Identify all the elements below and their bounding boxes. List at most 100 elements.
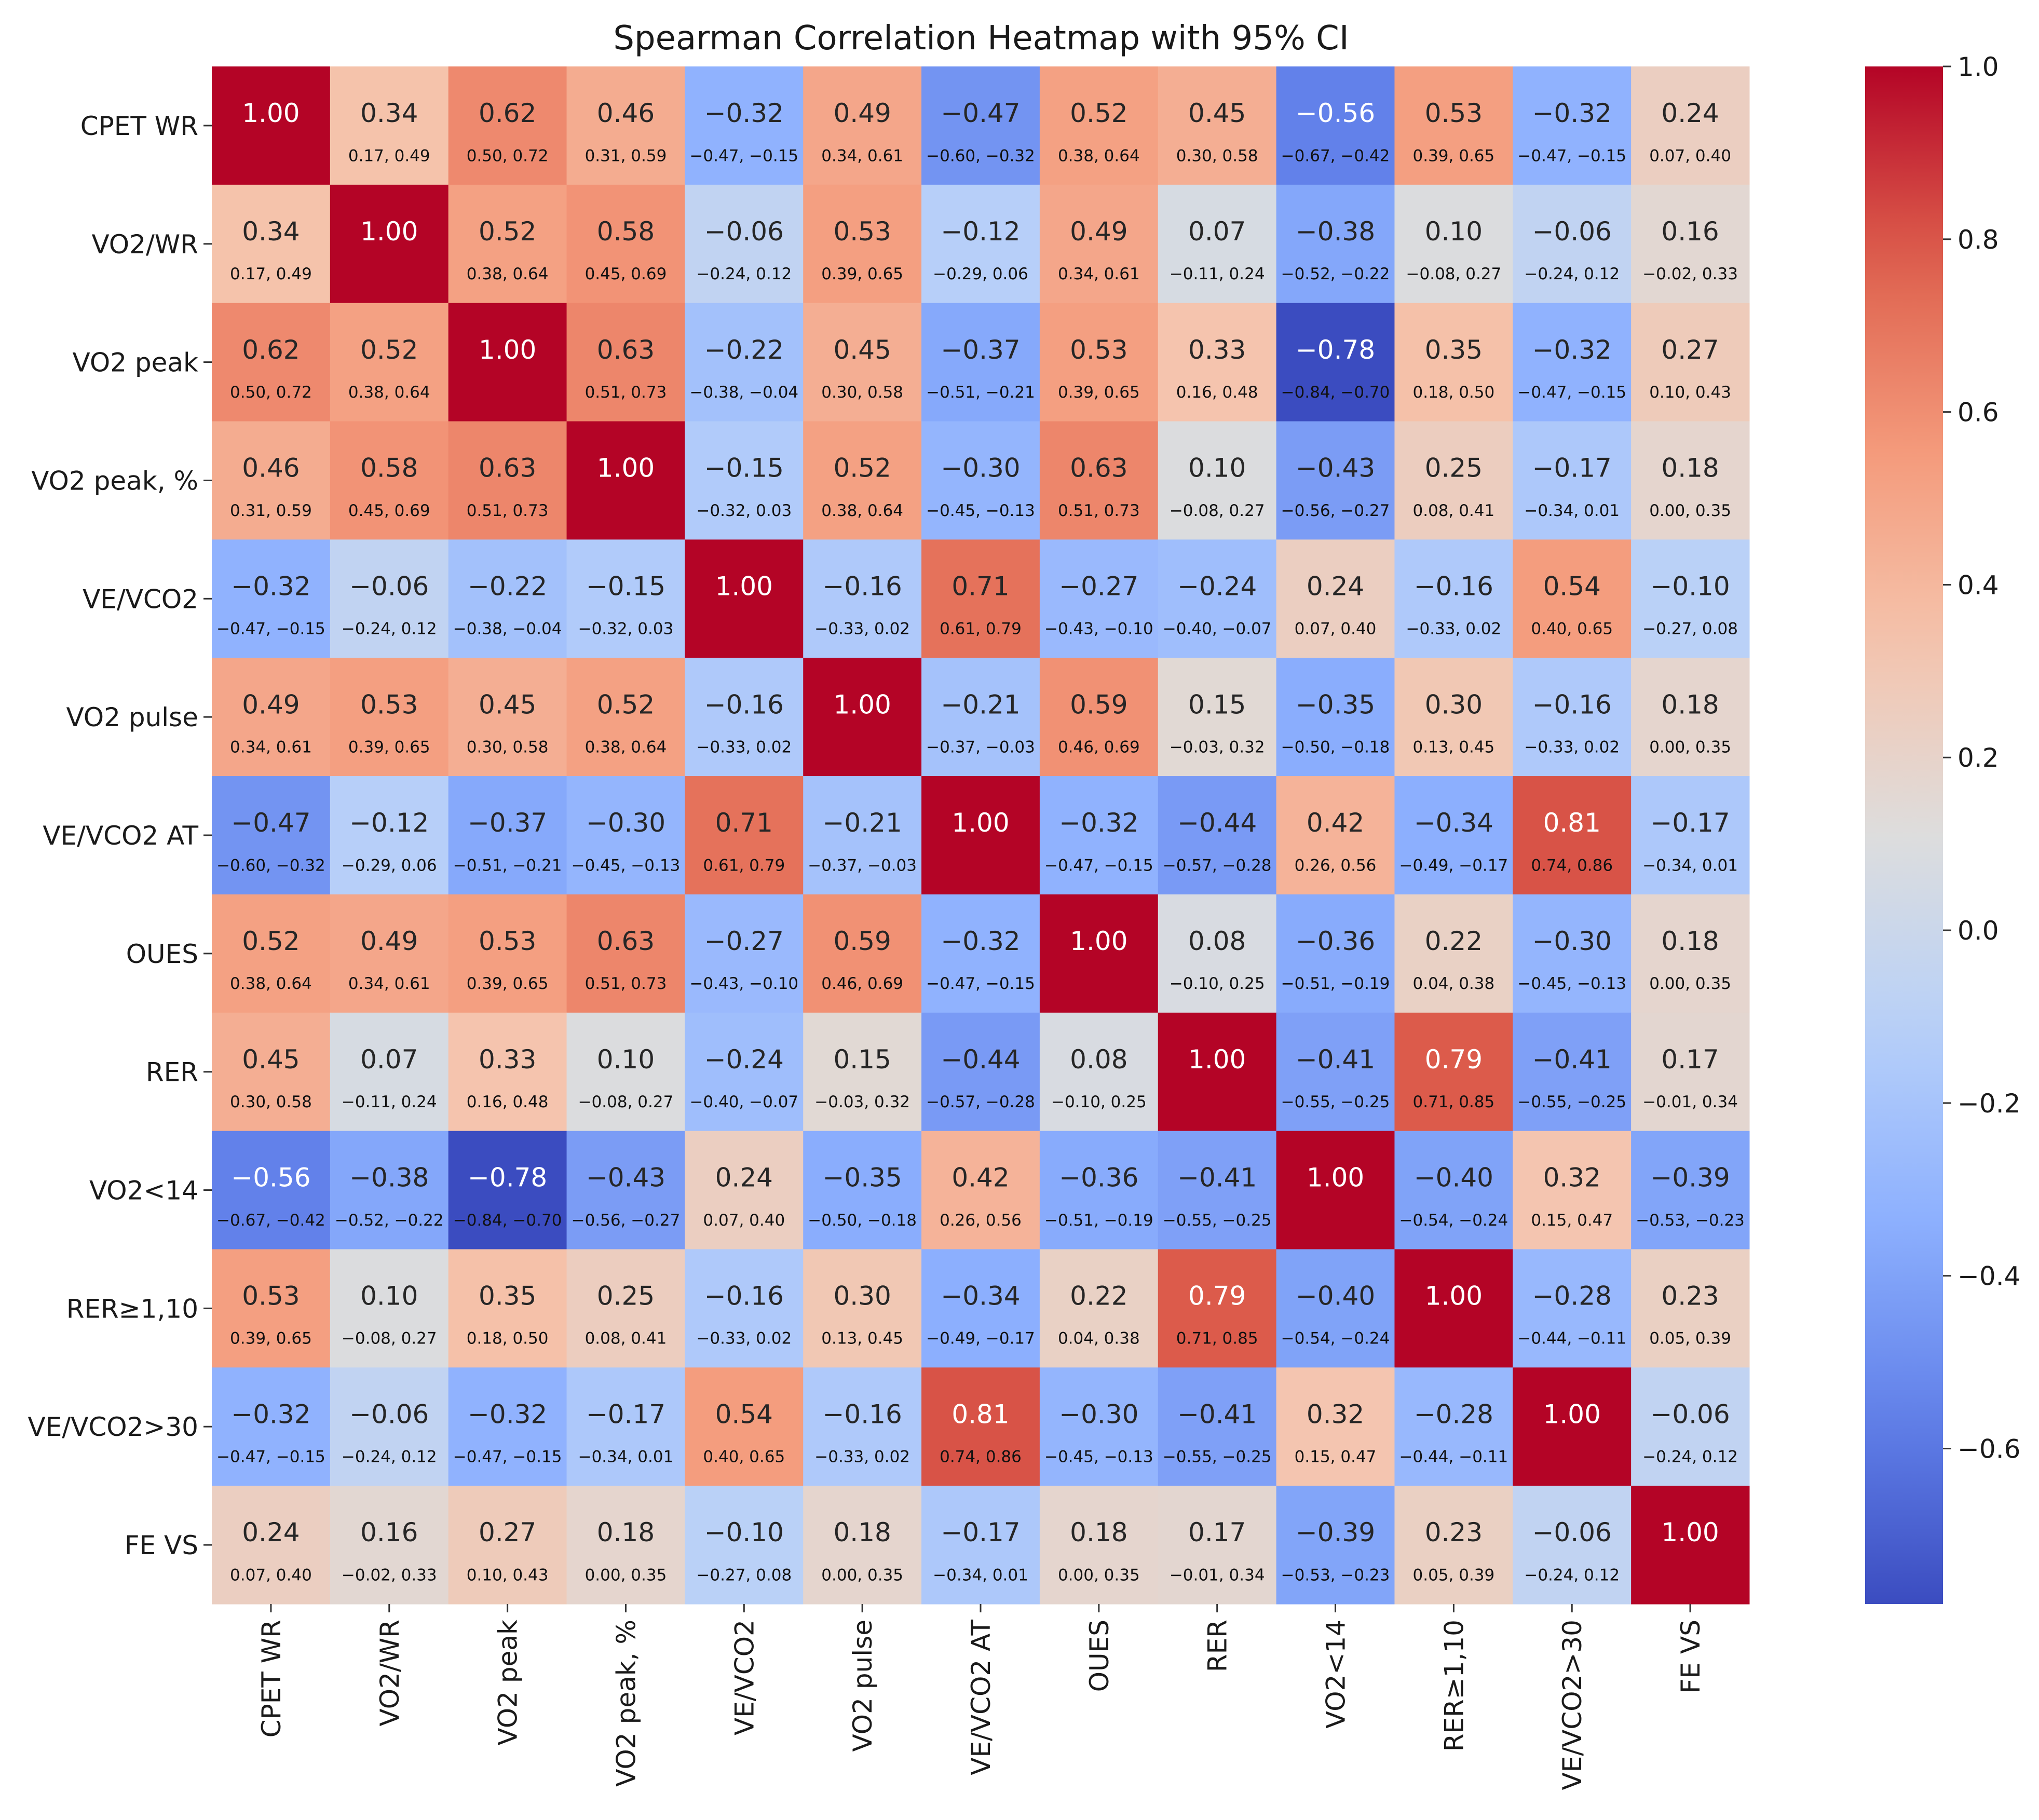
cell-value-label: 0.71 [951,571,1009,601]
cell-ci-label: −0.47, −0.15 [453,1448,562,1466]
cell-value-label: −0.28 [1532,1281,1612,1311]
cell-ci-label: −0.32, 0.03 [696,501,792,520]
cell-value-label: 1.00 [1425,1281,1483,1311]
heatmap-cell [685,1131,804,1249]
heatmap-cell [921,1367,1040,1486]
cell-value-label: 0.49 [1070,216,1127,247]
cell-ci-label: 0.39, 0.65 [467,974,549,993]
cell-ci-label: −0.08, 0.27 [578,1093,674,1111]
cell-value-label: −0.28 [1414,1399,1493,1429]
cell-value-label: 0.18 [1661,453,1719,483]
cell-value-label: −0.44 [941,1044,1020,1075]
cell-value-label: 0.27 [479,1517,536,1547]
cell-value-label: −0.16 [1414,571,1493,601]
heatmap-cell [212,66,331,185]
cell-value-label: −0.10 [1650,571,1730,601]
cell-value-label: −0.16 [704,1281,784,1311]
cell-value-label: 0.52 [1070,98,1127,128]
cell-ci-label: −0.38, −0.04 [453,620,562,639]
cell-value-label: −0.35 [1296,689,1375,719]
cell-value-label: 0.53 [1070,335,1127,365]
heatmap-cell [212,658,331,777]
heatmap-cell [1394,1367,1513,1486]
heatmap-cell [448,1012,567,1132]
heatmap-cell [1631,1131,1750,1249]
heatmap-cell [212,1367,331,1486]
heatmap-cell [1394,658,1513,777]
heatmap-cell [1394,184,1513,304]
cell-value-label: −0.17 [1650,808,1730,838]
cell-value-label: −0.39 [1296,1517,1375,1547]
heatmap-cell [1276,303,1395,422]
heatmap-cell [448,184,567,304]
cell-value-label: −0.17 [1532,453,1612,483]
heatmap-cell [921,539,1040,658]
cell-value-label: 0.15 [833,1044,891,1075]
cell-value-label: −0.43 [586,1163,665,1193]
heatmap-cell [1513,421,1632,540]
cell-ci-label: −0.67, −0.42 [1281,146,1390,165]
cell-ci-label: −0.47, −0.15 [926,974,1035,993]
heatmap-cell [1631,1012,1750,1132]
heatmap-cell [566,1131,685,1249]
heatmap-cell [330,658,449,777]
cell-ci-label: 0.51, 0.73 [467,501,549,520]
row-labels: CPET WR VO2/WR VO2 peak VO2 peak, % VE/VCO2 V… [28,111,212,1560]
heatmap-cell [330,1012,449,1132]
cell-ci-label: 0.26, 0.56 [1295,856,1377,875]
cell-value-label: −0.06 [1650,1399,1730,1429]
cell-value-label: 1.00 [479,335,536,365]
heatmap-cell [1039,776,1159,895]
cell-value-label: −0.32 [231,1399,310,1429]
heatmap-cell [212,1131,331,1249]
cell-ci-label: −0.52, −0.22 [335,1211,444,1230]
cell-value-label: −0.44 [1177,808,1257,838]
heatmap-cell [448,539,567,658]
cell-value-label: −0.16 [823,571,902,601]
cell-ci-label: −0.37, −0.03 [808,856,917,875]
cell-value-label: 0.30 [1425,689,1483,719]
cell-value-label: −0.38 [349,1163,429,1193]
cell-ci-label: 0.38, 0.64 [1058,146,1140,165]
cell-value-label: −0.12 [349,808,429,838]
cell-value-label: 0.18 [1070,1517,1127,1547]
heatmap-cell [448,66,567,185]
cell-ci-label: −0.34, 0.01 [1524,501,1620,520]
cell-ci-label: 0.39, 0.65 [821,265,903,283]
cell-value-label: −0.12 [941,216,1020,247]
heatmap-cell [566,1367,685,1486]
cell-value-label: −0.06 [1532,216,1612,247]
cell-ci-label: 0.00, 0.35 [585,1566,667,1584]
cell-ci-label: −0.24, 0.12 [342,1448,437,1466]
cell-value-label: 0.24 [1307,571,1364,601]
cell-ci-label: −0.45, −0.13 [926,501,1035,520]
cell-value-label: 1.00 [1307,1163,1364,1193]
heatmap-cell [330,1131,449,1249]
heatmap-cell [803,1249,922,1368]
heatmap-cell [921,66,1040,185]
cell-ci-label: 0.00, 0.35 [821,1566,903,1584]
cell-value-label: −0.17 [941,1517,1020,1547]
cell-ci-label: 0.10, 0.43 [467,1566,549,1584]
cell-ci-label: −0.33, 0.02 [696,738,792,757]
y-tick-label: VO2/WR [91,229,198,260]
cell-ci-label: −0.67, −0.42 [216,1211,325,1230]
cell-value-label: 0.18 [1661,926,1719,956]
colorbar-tick-label: −0.6 [1958,1434,2020,1464]
cell-ci-label: 0.39, 0.65 [1413,146,1495,165]
heatmap-cell [1039,1367,1159,1486]
cell-ci-label: −0.11, 0.24 [1170,265,1265,283]
x-tick-label: VO2 pulse [848,1620,878,1752]
x-tick-label: VO2 peak, % [611,1620,641,1787]
cell-ci-label: −0.50, −0.18 [808,1211,917,1230]
cell-value-label: −0.37 [941,335,1020,365]
cell-value-label: 0.25 [597,1281,655,1311]
colorbar-tick-label: 0.4 [1958,570,1999,600]
cell-ci-label: −0.24, 0.12 [1524,265,1620,283]
colorbar-ticks: 1.0 0.8 0.6 0.4 0.2 0.0 −0.2 −0.4 −0.6 [1943,52,2020,1464]
cell-ci-label: −0.33, 0.02 [1406,620,1502,639]
heatmap-cell [685,1249,804,1368]
heatmap-cell [1276,539,1395,658]
heatmap-cell [685,184,804,304]
y-tick-label: RER≥1,10 [66,1294,198,1324]
